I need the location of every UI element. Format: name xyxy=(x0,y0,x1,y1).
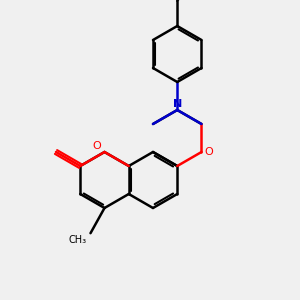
Text: O: O xyxy=(93,141,101,151)
Text: O: O xyxy=(205,147,213,157)
Text: N: N xyxy=(172,99,182,109)
Text: CH₃: CH₃ xyxy=(68,235,86,245)
